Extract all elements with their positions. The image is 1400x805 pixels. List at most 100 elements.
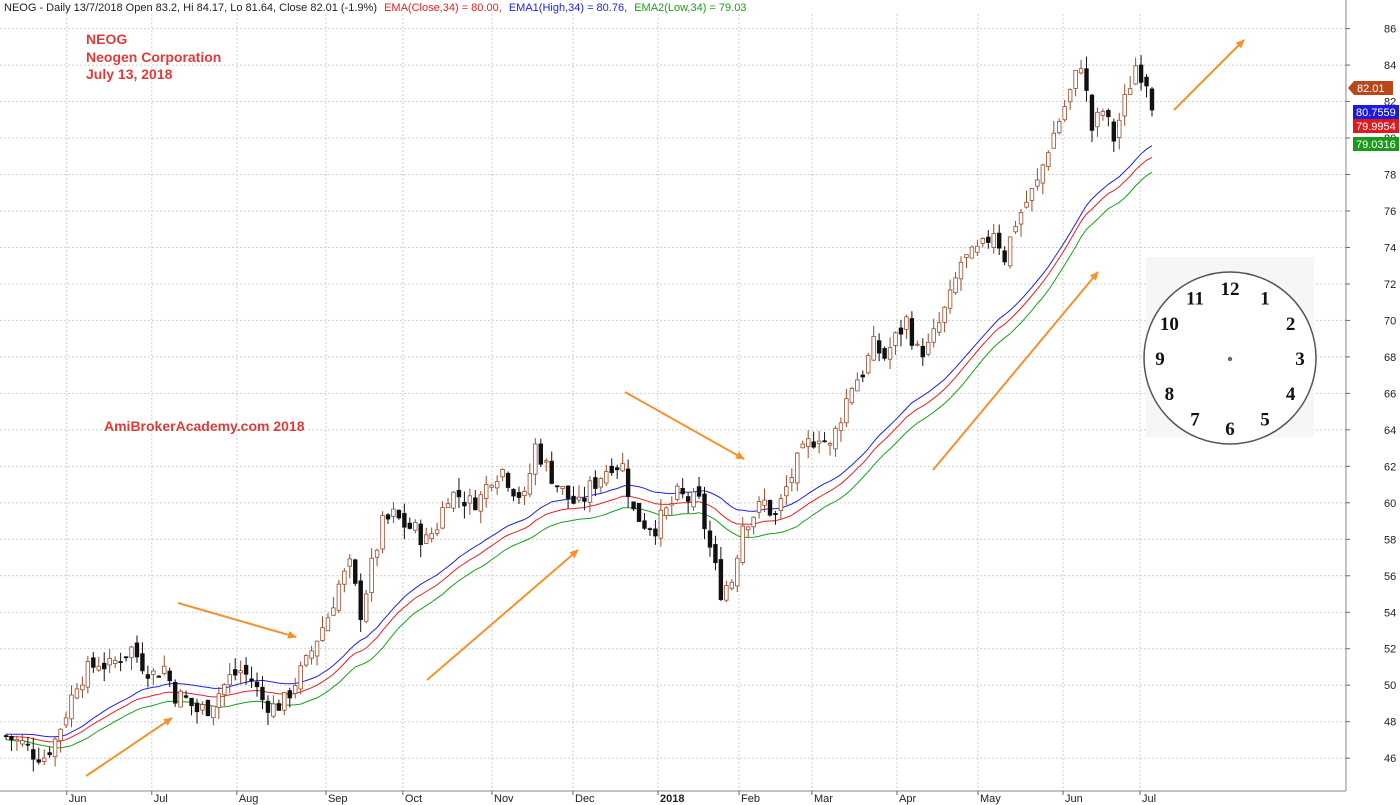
candle-body: [1035, 179, 1040, 187]
candle-body: [876, 340, 882, 354]
candle-body: [167, 670, 172, 682]
y-tick-label: 76: [1384, 206, 1396, 218]
candle-body: [462, 501, 467, 507]
y-tick-label: 78: [1384, 170, 1396, 182]
candle-body: [866, 355, 871, 374]
ema-close-badge-value: 79.9954: [1356, 121, 1396, 133]
x-tick-label: 2018: [660, 793, 684, 805]
candle-body: [238, 670, 243, 674]
candle-body: [598, 478, 604, 488]
candle-body: [909, 318, 915, 346]
candle-body: [216, 693, 222, 708]
candle-body: [887, 347, 893, 360]
candle-body: [243, 664, 249, 675]
y-tick-label: 58: [1384, 534, 1396, 546]
trend-arrow: [624, 391, 745, 460]
clock-number: 8: [1165, 384, 1175, 405]
candle-body: [947, 289, 953, 309]
candle-body: [505, 472, 511, 488]
candle-body: [756, 501, 762, 513]
candle-body: [172, 681, 178, 704]
x-tick-label: Aug: [239, 793, 259, 805]
candle-body: [544, 460, 549, 463]
candle-body: [707, 530, 713, 548]
candle-body: [1133, 65, 1138, 85]
candle-body: [418, 523, 423, 546]
clock-center: [1227, 356, 1233, 362]
candle-body: [615, 467, 620, 471]
candle-body: [31, 749, 36, 760]
candle-body: [227, 674, 232, 686]
candle-body: [898, 327, 904, 335]
candle-body: [816, 440, 822, 444]
chart-header: NEOG - Daily 13/7/2018 Open 83.2, Hi 84.…: [4, 2, 746, 14]
close-badge-shape: [1348, 81, 1393, 95]
candle-body: [778, 498, 784, 511]
candle-body: [625, 468, 631, 497]
candle-body: [838, 422, 844, 431]
clock-number: 4: [1286, 384, 1296, 405]
candle-body: [806, 438, 811, 447]
candle-body: [42, 757, 47, 762]
candle-body: [1089, 94, 1095, 131]
clock-number: 9: [1155, 349, 1165, 370]
candle-body: [145, 674, 151, 679]
header-ema-close: EMA(Close,34) = 80.00,: [384, 2, 502, 14]
candle-body: [265, 700, 271, 713]
y-tick-label: 74: [1384, 242, 1396, 254]
clock-number: 10: [1160, 314, 1179, 335]
clock-number: 6: [1225, 419, 1235, 440]
candle-body: [80, 684, 85, 691]
candle-body: [478, 494, 483, 512]
candle-body: [1127, 88, 1133, 95]
candle-body: [123, 656, 129, 659]
candle-body: [565, 485, 571, 499]
candle-body: [811, 441, 816, 448]
candle-body: [511, 488, 516, 497]
x-tick-label: Mar: [814, 793, 833, 805]
candle-body: [1018, 211, 1024, 225]
candle-body: [358, 580, 363, 620]
candle-body: [112, 660, 118, 665]
x-tick-label: May: [980, 793, 1001, 805]
x-tick-label: Nov: [494, 793, 514, 805]
y-tick-label: 56: [1384, 571, 1396, 583]
candle-body: [800, 443, 805, 449]
trend-arrow: [177, 602, 297, 639]
x-tick-label: Sep: [328, 793, 348, 805]
candle-body: [980, 238, 986, 244]
candle-body: [3, 735, 9, 738]
candle-body: [178, 690, 183, 708]
candle-body: [336, 583, 342, 611]
y-tick-label: 48: [1384, 717, 1396, 729]
trend-arrow: [1173, 39, 1245, 111]
candle-body: [107, 658, 112, 666]
x-tick-label: Jun: [69, 793, 87, 805]
candle-body: [844, 398, 849, 424]
candle-body: [855, 379, 860, 392]
candle-body: [102, 662, 107, 670]
clock-number: 5: [1260, 410, 1270, 431]
candle-body: [222, 684, 227, 695]
candle-body: [653, 528, 658, 537]
candle-body: [1024, 201, 1029, 208]
candle-body: [1100, 111, 1106, 116]
candle-body: [936, 322, 942, 333]
candle-body: [20, 740, 25, 745]
candle-body: [920, 345, 925, 358]
candle-body: [500, 469, 505, 478]
candle-body: [407, 522, 413, 529]
candle-body: [1040, 164, 1046, 184]
candle-body: [669, 503, 674, 506]
candle-body: [516, 492, 522, 498]
candle-body: [593, 477, 598, 489]
candle-body: [254, 681, 260, 688]
trend-arrow: [932, 271, 1099, 471]
candle-body: [664, 507, 669, 516]
candle-body: [134, 642, 140, 658]
candle-body: [533, 443, 538, 475]
candles: [3, 55, 1155, 772]
candle-body: [604, 471, 609, 484]
candle-body: [1067, 89, 1073, 103]
y-tick-label: 52: [1384, 644, 1396, 656]
